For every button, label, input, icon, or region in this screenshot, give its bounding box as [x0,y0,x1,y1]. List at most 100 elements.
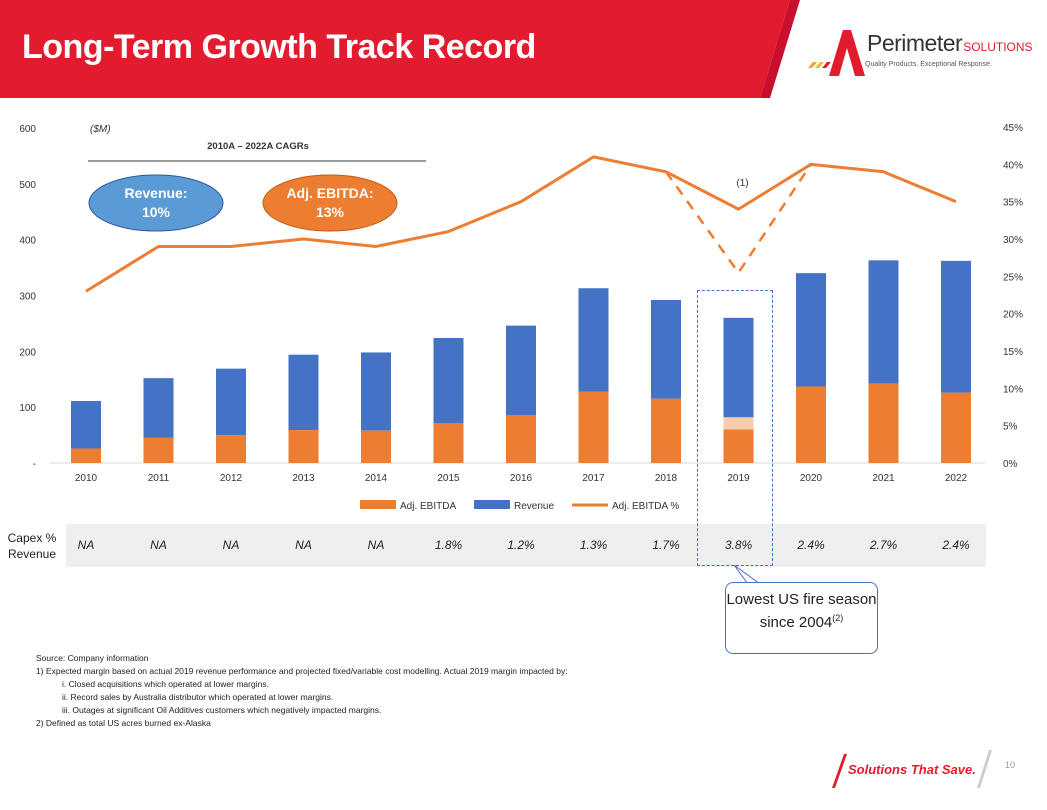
projected-ebitda-pct-line [664,163,813,275]
y-right-tick: 0% [1003,459,1018,470]
capex-value: 1.8% [434,538,463,552]
x-tick-label: 2020 [800,473,823,484]
revenue-bar [71,401,101,449]
y-right-tick: 10% [1003,384,1023,395]
x-tick-label: 2014 [365,473,388,484]
highlight-2019-box [697,290,773,566]
page-number: 10 [1005,760,1016,770]
footer-slash-icon [832,754,847,788]
unit-label: ($M) [90,124,111,135]
ebitda-bar [216,435,246,463]
revenue-bar [361,352,391,431]
ebitda-bar [723,429,754,463]
ebitda-bar [506,414,536,463]
y-left-tick: 300 [19,292,36,303]
capex-value: 2.7% [869,538,898,552]
x-tick-label: 2017 [582,473,605,484]
ebitda-bar [361,430,391,463]
x-tick-label: 2012 [220,473,243,484]
x-tick-label: 2021 [872,473,895,484]
x-tick-label: 2016 [510,473,533,484]
company-logo: PerimeterSOLUTIONS Quality Products. Exc… [805,26,1033,78]
ebitda-bar [796,386,826,463]
cagr-ebitda-label: Adj. EBITDA: [286,185,373,201]
capex-value: 2.4% [797,538,825,552]
legend-revenue-swatch [474,500,510,509]
revenue-bar [941,260,971,393]
cagr-revenue-oval [88,174,224,232]
y-right-tick: 25% [1003,272,1023,283]
legend-ebitda-swatch [360,500,396,509]
capex-value: 1.3% [579,538,608,552]
revenue-bar [868,260,899,384]
revenue-bar [506,325,536,415]
revenue-bar [216,368,246,436]
y-right-tick: 40% [1003,160,1023,171]
projected-ebitda-2019-bar [723,417,754,430]
footnote-marker-1: (1) [736,178,748,189]
y-right-tick: 15% [1003,347,1023,358]
cagr-revenue-label: Revenue: [124,185,187,201]
cagr-ebitda-oval [262,174,398,232]
y-right-tick: 35% [1003,198,1023,209]
x-tick-label: 2011 [148,473,170,484]
capex-value: NA [77,538,95,552]
footnote-1-i: i. Closed acquisitions which operated at… [62,679,269,689]
x-tick-label: 2022 [945,473,968,484]
revenue-bar [651,299,681,399]
footnote-2: 2) Defined as total US acres burned ex-A… [36,718,211,728]
growth-chart: - 100 200 300 400 500 600 0% 5% 10% 15% 20% 25% 30% 35… [19,123,1023,512]
x-tick-label: 2018 [655,473,678,484]
x-tick-label: 2010 [75,473,98,484]
y-right-tick: 5% [1003,422,1018,433]
capex-value: 1.7% [652,538,680,552]
cagr-revenue-value: 10% [142,204,171,220]
capex-value: 1.2% [507,538,535,552]
y-right-tick: 45% [1003,123,1023,134]
cagr-title: 2010A – 2022A CAGRs [207,141,309,152]
capex-value: NA [150,538,167,552]
legend-ebitda-label: Adj. EBITDA [400,501,456,512]
revenue-bar [578,288,609,392]
ebitda-bar [651,398,681,463]
legend-revenue-label: Revenue [514,501,554,512]
legend-pct-label: Adj. EBITDA % [612,501,679,512]
ebitda-bar [433,423,464,463]
x-tick-label: 2019 [727,473,750,484]
y-left-tick: 500 [19,180,36,191]
ebitda-bar [143,437,174,463]
capex-band [66,524,986,567]
footnote-1: 1) Expected margin based on actual 2019 … [36,666,568,676]
capex-value: NA [367,538,385,552]
ebitda-bar [578,391,609,463]
footnote-source: Source: Company information [36,653,149,663]
logo-tagline: Quality Products. Exceptional Response. [865,61,992,68]
x-tick-label: 2015 [437,473,460,484]
logo-mark-icon [808,30,865,76]
cagr-ebitda-value: 13% [316,204,345,220]
y-left-tick: 400 [19,236,36,247]
y-right-tick: 30% [1003,235,1023,246]
capex-value: 2.4% [942,538,970,552]
callout-fire-season: Lowest US fire season since 2004(2) [725,582,878,654]
x-tick-label: 2013 [292,473,315,484]
footnote-1-iii: iii. Outages at significant Oil Additive… [62,705,382,715]
footnote-1-ii: ii. Record sales by Australia distributo… [62,692,334,702]
revenue-bar [433,337,464,424]
y-right-tick: 20% [1003,310,1023,321]
capex-value: NA [222,538,240,552]
page-title: Long-Term Growth Track Record [22,28,536,66]
ebitda-bar [868,383,899,463]
ebitda-bar [288,430,319,463]
ebitda-pct-line [85,155,957,293]
capex-value: 3.8% [724,538,753,552]
ebitda-bar [71,448,101,463]
revenue-bar [143,378,174,438]
y-left-tick: 200 [19,347,36,358]
capex-label: Capex % Revenue [7,531,57,561]
footer-grey-slash-icon [977,750,992,788]
capex-value: NA [295,538,312,552]
revenue-bar [288,354,319,431]
header-background [0,0,800,98]
footnotes: Source: Company information 1) Expected … [36,652,736,730]
